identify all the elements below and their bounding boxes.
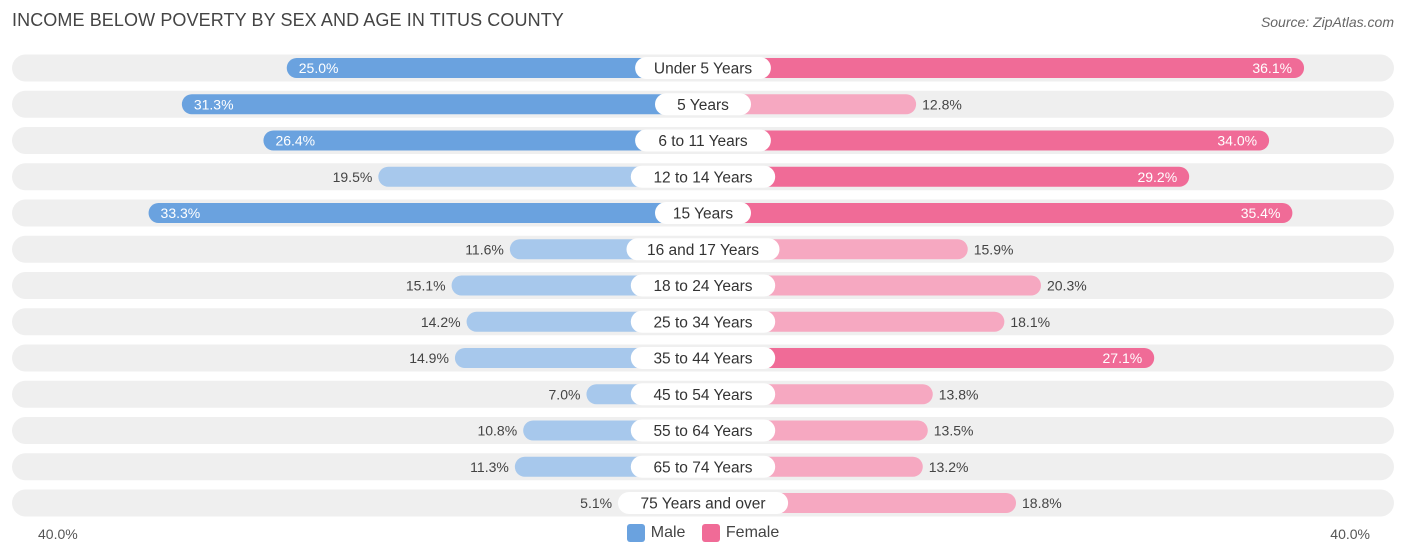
male-bar (286, 58, 713, 78)
category-label: 75 Years and over (641, 496, 766, 513)
chart-svg: Under 5 Years 25.0% 36.1% 5 Years 31.3% 12.8%… (12, 54, 1394, 517)
category-pill (635, 57, 771, 79)
male-value-label: 14.2% (421, 314, 461, 330)
female-value-label: 13.2% (929, 459, 969, 475)
female-bar (693, 275, 1041, 296)
category-pill (617, 492, 789, 514)
female-value-label: 15.9% (974, 241, 1014, 257)
source-label: Source: ZipAtlas.com (1260, 14, 1394, 30)
female-value-label: 36.1% (1252, 60, 1292, 76)
female-bar (693, 348, 1155, 368)
male-bar (263, 130, 713, 151)
category-label: 12 to 14 Years (653, 169, 752, 186)
category-label: 6 to 11 Years (658, 133, 748, 150)
category-pill (630, 274, 776, 297)
legend-female-label: Female (725, 524, 780, 541)
legend-female[interactable]: Female (701, 524, 780, 542)
category-pill (630, 310, 776, 333)
male-bar (148, 203, 713, 223)
female-value-label: 13.8% (939, 386, 979, 402)
legend-male[interactable]: Male (626, 524, 686, 542)
category-label: 35 to 44 Years (653, 351, 752, 368)
category-pill (630, 455, 776, 478)
male-value-label: 14.9% (409, 350, 449, 366)
legend-male-label: Male (650, 524, 686, 541)
female-value-label: 12.8% (922, 96, 962, 112)
female-value-label: 13.5% (934, 423, 974, 439)
category-label: 15 Years (673, 206, 734, 223)
female-value-label: 34.0% (1217, 133, 1257, 149)
category-label: 16 and 17 Years (647, 242, 759, 259)
female-bar (693, 203, 1293, 223)
category-pill (630, 165, 776, 188)
category-pill (655, 202, 751, 224)
female-value-label: 27.1% (1103, 350, 1143, 366)
male-value-label: 10.8% (477, 423, 517, 439)
category-pill (635, 129, 771, 152)
male-value-label: 31.3% (194, 96, 234, 112)
male-value-label: 7.0% (549, 386, 581, 402)
category-pill (630, 383, 776, 406)
legend: Male Female (0, 524, 1406, 547)
female-bar (693, 58, 1305, 78)
female-bar (693, 130, 1270, 151)
male-value-label: 5.1% (580, 495, 612, 511)
male-value-label: 11.3% (470, 459, 509, 475)
male-value-label: 15.1% (406, 278, 446, 294)
category-label: 25 to 34 Years (653, 314, 752, 331)
category-pill (630, 347, 776, 369)
axis-left-label: 40.0% (38, 526, 78, 542)
female-value-label: 18.8% (1022, 495, 1062, 511)
category-label: 55 to 64 Years (653, 423, 752, 440)
category-label: 45 to 54 Years (653, 387, 752, 404)
female-value-label: 18.1% (1010, 314, 1050, 330)
female-value-label: 20.3% (1047, 278, 1087, 294)
male-value-label: 11.6% (465, 241, 504, 257)
category-label: 18 to 24 Years (653, 278, 752, 295)
male-swatch (626, 524, 645, 542)
category-label: 65 to 74 Years (653, 459, 752, 476)
female-value-label: 35.4% (1241, 205, 1281, 221)
female-bar (693, 166, 1190, 187)
female-swatch (701, 524, 720, 542)
male-value-label: 25.0% (299, 60, 339, 76)
male-value-label: 19.5% (333, 169, 373, 185)
male-value-label: 26.4% (275, 133, 315, 149)
category-label: 5 Years (677, 97, 729, 114)
male-value-label: 33.3% (161, 205, 201, 221)
category-pill (630, 419, 776, 442)
category-pill (655, 93, 751, 116)
axis-right-label: 40.0% (1330, 526, 1370, 542)
category-label: Under 5 Years (654, 61, 752, 78)
female-value-label: 29.2% (1137, 169, 1177, 185)
male-bar (378, 166, 713, 187)
category-pill (626, 238, 780, 261)
male-bar (181, 94, 714, 115)
chart-title: INCOME BELOW POVERTY BY SEX AND AGE IN T… (12, 10, 564, 30)
